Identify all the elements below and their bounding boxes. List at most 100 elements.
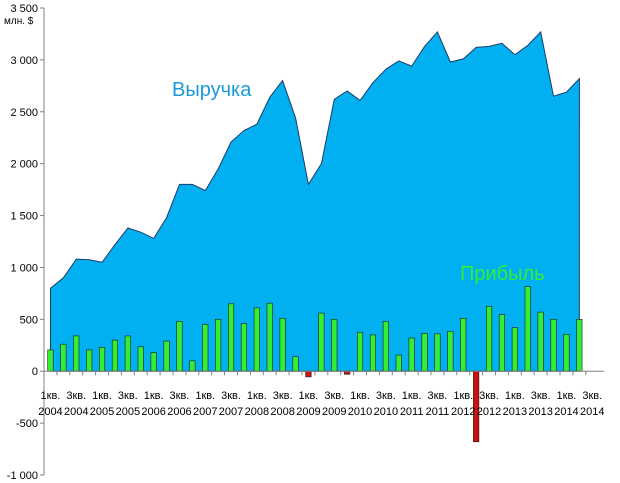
x-tick-label-year: 2006 xyxy=(167,406,191,418)
x-tick-label-quarter: 1кв. xyxy=(350,390,370,402)
x-tick-label-year: 2010 xyxy=(374,406,398,418)
x-tick-label-quarter: 3кв. xyxy=(428,390,448,402)
profit-bar xyxy=(550,318,557,372)
x-tick-label-year: 2006 xyxy=(141,406,165,418)
profit-bar xyxy=(447,330,454,372)
x-tick-label-year: 2014 xyxy=(580,406,604,418)
x-tick-label-quarter: 1кв. xyxy=(453,390,473,402)
profit-bar xyxy=(369,334,377,372)
profit-bar xyxy=(266,302,273,372)
profit-bar xyxy=(460,317,467,372)
x-tick-label-year: 2014 xyxy=(554,406,578,418)
x-tick-label-quarter: 1кв. xyxy=(144,390,164,402)
x-tick-label-quarter: 1кв. xyxy=(195,390,215,402)
x-axis: 1кв.20043кв.20041кв.20053кв.20051кв.2006… xyxy=(38,370,604,418)
y-tick-label: 500 xyxy=(20,314,38,326)
x-tick-label-year: 2011 xyxy=(426,406,450,418)
x-tick-label-year: 2013 xyxy=(503,406,527,418)
x-tick-label-year: 2009 xyxy=(296,406,320,418)
x-tick-label-quarter: 1кв. xyxy=(402,390,422,402)
profit-bar xyxy=(202,324,209,372)
profit-bar xyxy=(421,332,428,372)
y-tick-label: -1 000 xyxy=(7,470,38,482)
x-tick-label-year: 2005 xyxy=(116,406,140,418)
x-tick-label-year: 2004 xyxy=(38,406,62,418)
x-tick-label-quarter: 1кв. xyxy=(505,390,525,402)
unit-label: млн. $ xyxy=(4,16,34,27)
profit-bar xyxy=(150,352,157,372)
x-tick-label-year: 2009 xyxy=(322,406,346,418)
x-tick-label-quarter: 3кв. xyxy=(376,390,396,402)
x-tick-label-year: 2007 xyxy=(219,406,243,418)
x-tick-label-quarter: 3кв. xyxy=(118,390,138,402)
profit-bar xyxy=(408,337,415,372)
revenue-series-label: Выручка xyxy=(172,79,252,101)
profit-bar xyxy=(279,317,286,372)
x-tick-label-quarter: 3кв. xyxy=(170,390,190,402)
y-tick-label: 1 000 xyxy=(10,262,38,274)
profit-bar xyxy=(73,335,80,372)
x-tick-label-year: 2011 xyxy=(400,406,424,418)
x-tick-label-year: 2012 xyxy=(451,406,475,418)
x-tick-label-year: 2007 xyxy=(193,406,217,418)
profit-bar xyxy=(215,318,222,372)
x-tick-label-quarter: 1кв. xyxy=(41,390,61,402)
profit-bar xyxy=(189,360,196,372)
profit-bar xyxy=(563,334,570,372)
profit-bar xyxy=(228,303,235,372)
x-tick-label-year: 2013 xyxy=(528,406,552,418)
profit-bar xyxy=(47,349,54,372)
profit-bar xyxy=(395,354,402,372)
profit-bar xyxy=(511,327,518,372)
profit-series-label: Прибыль xyxy=(460,263,545,285)
profit-bar xyxy=(524,286,531,372)
profit-bar xyxy=(331,318,338,372)
x-tick-label-quarter: 1кв. xyxy=(557,390,577,402)
profit-bar xyxy=(124,335,131,372)
profit-bar xyxy=(434,333,441,372)
profit-bar xyxy=(86,349,93,372)
x-tick-label-quarter: 1кв. xyxy=(247,390,267,402)
y-tick-label: 1 500 xyxy=(10,211,38,223)
x-tick-label-year: 2010 xyxy=(348,406,372,418)
profit-bar xyxy=(111,339,118,372)
profit-bar xyxy=(498,314,506,372)
x-tick-label-quarter: 3кв. xyxy=(479,390,499,402)
profit-bar xyxy=(576,318,583,372)
x-tick-label-quarter: 3кв. xyxy=(324,390,344,402)
profit-bar xyxy=(176,321,183,372)
y-tick-label: 2 500 xyxy=(10,107,38,119)
profit-bar xyxy=(356,331,364,372)
y-tick-label: 3 000 xyxy=(10,55,38,67)
x-tick-label-year: 2005 xyxy=(90,406,114,418)
x-tick-label-year: 2008 xyxy=(270,406,294,418)
revenue-area xyxy=(49,30,580,372)
x-tick-label-quarter: 3кв. xyxy=(66,390,86,402)
x-tick-label-quarter: 3кв. xyxy=(582,390,602,402)
x-tick-label-quarter: 3кв. xyxy=(221,390,241,402)
y-tick-label: -500 xyxy=(16,418,38,430)
profit-bar xyxy=(60,343,67,372)
x-tick-label-year: 2012 xyxy=(477,406,501,418)
profit-bars xyxy=(47,286,583,443)
y-axis: 3 500 3 000 2 500 2 000 1 500 1 000 500 0 -500 -1… xyxy=(7,3,45,482)
profit-bar xyxy=(240,323,247,372)
x-tick-label-quarter: 3кв. xyxy=(273,390,293,402)
x-tick-label-quarter: 3кв. xyxy=(531,390,551,402)
profit-bar xyxy=(99,347,106,372)
profit-bar xyxy=(537,311,544,372)
x-tick-label-year: 2008 xyxy=(245,406,269,418)
profit-bar xyxy=(382,321,389,372)
profit-bar xyxy=(163,340,170,372)
y-tick-label: 2 000 xyxy=(10,159,38,171)
y-tick-label: 0 xyxy=(32,366,38,378)
profit-bar xyxy=(137,346,144,372)
profit-bar xyxy=(318,312,325,372)
x-tick-label-quarter: 1кв. xyxy=(92,390,112,402)
x-tick-label-quarter: 1кв. xyxy=(299,390,319,402)
profit-bar xyxy=(305,370,312,378)
profit-bar xyxy=(253,307,260,372)
y-tick-label: 3 500 xyxy=(10,3,38,15)
profit-bar xyxy=(485,306,493,372)
